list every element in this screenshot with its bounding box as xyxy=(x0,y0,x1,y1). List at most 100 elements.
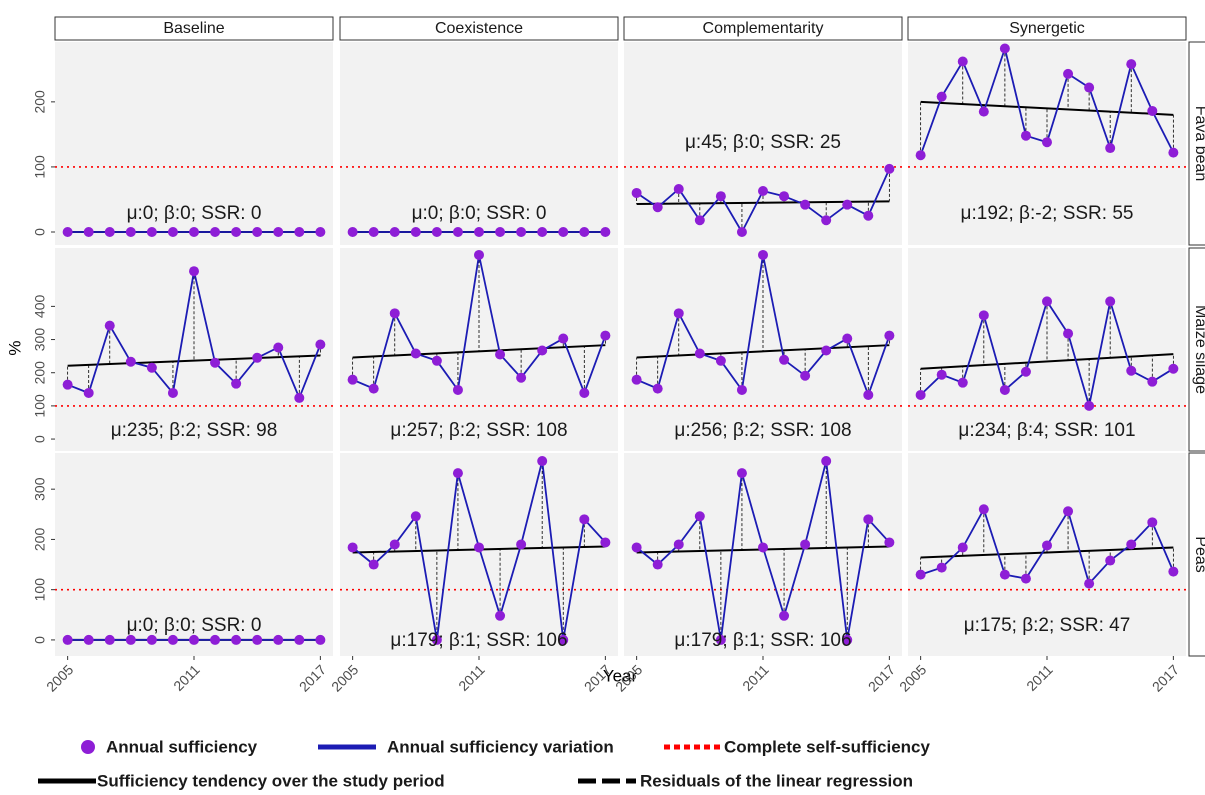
point xyxy=(715,634,726,645)
point xyxy=(915,569,926,580)
column-label: Coexistence xyxy=(435,20,523,37)
x-tick-label: 2017 xyxy=(865,661,898,694)
x-tick-label: 2011 xyxy=(1023,661,1056,694)
x-tick-label: 2005 xyxy=(43,661,76,694)
point xyxy=(758,185,768,196)
point xyxy=(1105,296,1116,307)
point xyxy=(558,333,569,344)
point xyxy=(957,377,968,388)
panel-background xyxy=(624,42,902,245)
point xyxy=(715,355,726,366)
point xyxy=(821,345,832,356)
trend-line xyxy=(352,344,606,359)
point xyxy=(294,392,305,403)
x-axis-title: Year xyxy=(603,666,638,685)
point xyxy=(125,634,136,645)
point xyxy=(1042,137,1052,148)
point xyxy=(1147,517,1158,528)
point xyxy=(800,370,811,381)
point xyxy=(231,634,242,645)
point xyxy=(273,634,284,645)
point xyxy=(452,468,463,479)
point xyxy=(758,542,768,553)
legend-label: Residuals of the linear regression xyxy=(640,771,913,790)
point xyxy=(252,226,263,237)
point xyxy=(537,226,548,237)
annotation: μ:175; β:2; SSR: 47 xyxy=(964,615,1131,636)
point xyxy=(558,226,569,237)
row-label: Fava bean xyxy=(1192,106,1205,182)
point xyxy=(83,226,94,237)
point xyxy=(842,333,853,344)
point xyxy=(800,539,811,550)
point xyxy=(694,511,705,522)
y-tick-label: 200 xyxy=(32,90,48,114)
column-strip xyxy=(54,16,334,41)
point xyxy=(978,106,989,117)
point xyxy=(474,249,484,260)
point xyxy=(104,320,115,331)
column-strip xyxy=(623,16,903,41)
trend-line xyxy=(920,100,1174,116)
point xyxy=(1168,566,1179,577)
point xyxy=(1042,296,1052,307)
column-strip xyxy=(339,16,619,41)
point xyxy=(957,542,968,553)
point xyxy=(146,634,157,645)
point xyxy=(252,352,263,363)
row-label: Maize silage xyxy=(1192,305,1205,394)
point xyxy=(252,634,263,645)
x-tick-label: 2011 xyxy=(170,661,203,694)
panel-background xyxy=(55,453,333,656)
annotation: μ:0; β:0; SSR: 0 xyxy=(412,203,547,224)
point xyxy=(999,43,1010,54)
row-strip xyxy=(1188,41,1205,246)
trend-line xyxy=(67,354,321,367)
x-tick-label: 2017 xyxy=(296,661,329,694)
point xyxy=(315,634,326,645)
point xyxy=(1126,539,1137,550)
point xyxy=(537,345,548,356)
point xyxy=(957,56,968,67)
y-tick-label: 200 xyxy=(32,361,48,385)
row-strip xyxy=(1188,452,1205,657)
point xyxy=(273,226,284,237)
y-tick-label: 400 xyxy=(32,294,48,318)
point xyxy=(1105,143,1116,154)
point xyxy=(1020,573,1031,584)
column-label: Baseline xyxy=(163,20,224,37)
point xyxy=(347,542,358,553)
point xyxy=(579,387,590,398)
annotation: μ:0; β:0; SSR: 0 xyxy=(127,203,262,224)
y-tick-label: 300 xyxy=(32,328,48,352)
annotation: μ:45; β:0; SSR: 25 xyxy=(685,132,841,153)
point xyxy=(294,226,305,237)
point xyxy=(694,215,705,226)
annotation: μ:179; β:1; SSR: 106 xyxy=(390,630,567,651)
y-tick-label: 300 xyxy=(32,477,48,501)
point xyxy=(1020,130,1031,141)
point xyxy=(210,357,221,368)
point xyxy=(999,384,1010,395)
y-tick-label: 0 xyxy=(32,228,48,236)
column-strip xyxy=(907,16,1187,41)
panel-background xyxy=(624,453,902,656)
point xyxy=(884,330,895,341)
x-tick-label: 2011 xyxy=(739,661,772,694)
point xyxy=(389,308,400,319)
y-tick-label: 0 xyxy=(32,636,48,644)
legend-label: Sufficiency tendency over the study peri… xyxy=(97,771,445,790)
point xyxy=(410,226,421,237)
point xyxy=(368,559,379,570)
point xyxy=(146,362,157,373)
point xyxy=(631,374,642,385)
annotation: μ:257; β:2; SSR: 108 xyxy=(390,420,567,441)
y-tick-label: 0 xyxy=(32,435,48,443)
point xyxy=(673,184,684,195)
point xyxy=(936,369,947,380)
point xyxy=(495,349,506,360)
panel-background xyxy=(908,248,1186,451)
legend-label: Annual sufficiency variation xyxy=(387,737,614,756)
point xyxy=(368,226,379,237)
point xyxy=(600,226,611,237)
